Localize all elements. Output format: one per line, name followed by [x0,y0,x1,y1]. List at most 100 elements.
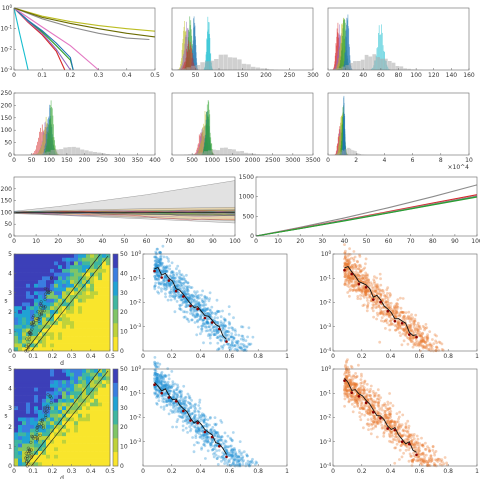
heatmap-cell [102,432,107,437]
scatter-point [351,264,354,267]
heatmap-cell [18,343,23,348]
scatter-point [440,342,444,346]
heatmap-cell [54,402,59,407]
scatter-point [160,282,163,286]
histogram-bar [185,58,187,70]
heatmap-cell [78,317,83,322]
heatmap-cell [26,317,31,322]
scatter-point [363,266,367,270]
heatmap-cell [102,369,107,374]
scatter-point [382,320,386,323]
heatmap-cell [22,395,27,400]
histogram-bar [376,57,380,70]
scatter-point [235,341,239,345]
heatmap-cell [18,332,23,337]
scatter-point [161,270,165,274]
scatter-point [223,318,227,321]
scatter-point [387,303,390,307]
scatter-point [182,403,186,406]
heatmap-cell [90,276,95,281]
scatter-point [354,273,358,276]
y-tick-exponent: -1 [137,274,141,279]
histogram-bar [342,28,344,70]
heatmap-cell [42,321,47,326]
scatter-point [418,343,422,346]
colorbar-segment [113,410,118,425]
scatter-point [242,339,245,342]
heatmap-cell [106,321,111,326]
y-tick-label: 200 [1,186,13,193]
heatmap-cell [54,261,59,266]
scatter-point [359,289,362,292]
heatmap-cell [38,387,43,392]
histogram-bar [395,66,400,70]
scatter-point [191,314,195,317]
scatter-point [372,289,376,292]
scatter-point [171,271,175,275]
scatter-point [206,306,210,310]
heatmap-cell [26,347,31,352]
x-tick-label: 0.5 [105,353,115,360]
scatter-point [409,317,413,321]
heatmap-cell [86,447,91,452]
histogram-bar [105,154,110,155]
heatmap-cell [46,447,51,452]
heatmap-cell [90,272,95,277]
histogram-bar [345,148,348,155]
scatter-point [206,439,210,442]
heatmap-cell [42,454,47,459]
scatter-point [420,338,424,342]
data-point [39,309,43,313]
heatmap-cell [62,432,67,437]
scatter-point [155,264,159,267]
heatmap-cell [22,439,27,444]
scatter-point [364,290,368,294]
scatter-point [352,276,356,280]
series-line [13,7,156,32]
scatter-point [216,336,220,339]
heatmap-cell [66,462,71,467]
heatmap-cell [18,447,23,452]
histogram-bar [329,69,334,70]
data-point [24,344,28,348]
heatmap-cell [70,436,75,441]
heatmap-cell [26,417,31,422]
scatter-point [219,322,223,325]
data-point [38,316,42,320]
scatter-point [164,292,167,296]
series-line [13,7,150,41]
scatter-point [215,311,219,314]
scatter-point [353,288,357,292]
heatmap-cell [46,462,51,467]
heatmap-cell [90,421,95,426]
histogram-bar [200,143,201,155]
scatter-point [216,436,220,439]
scatter-point [201,322,205,326]
heatmap-cell [82,417,87,422]
histogram-bar [237,59,242,70]
heatmap-cell [102,447,107,452]
x-tick-label: 3500 [305,157,320,164]
scatter-point [215,320,218,324]
heatmap-cell [14,321,19,326]
heatmap-cell [46,268,51,273]
scatter-point [230,339,234,343]
scatter-point [204,325,208,329]
histogram-bar [43,149,45,155]
heatmap-cell [26,395,31,400]
heatmap-cell [66,324,71,329]
scatter-point [246,335,250,339]
data-point [43,298,47,302]
scatter-point [361,278,365,281]
scatter-point [239,342,243,346]
y-tick-exponent: -2 [8,45,12,50]
scatter-point [225,329,229,333]
x-tick-label: 0.6 [225,468,235,475]
histogram-bar [191,53,193,70]
histogram-bar [255,67,261,70]
scatter-point [186,281,190,285]
heatmap-cell [22,295,27,300]
heatmap-cell [50,257,55,262]
heatmap-cell [74,347,79,352]
scatter-point [222,326,226,330]
